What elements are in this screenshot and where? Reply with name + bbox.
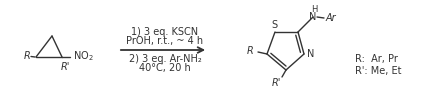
Text: R': R'	[271, 78, 281, 88]
Text: N: N	[307, 49, 315, 59]
Text: H: H	[311, 4, 317, 13]
Text: S: S	[271, 20, 277, 30]
Text: R': R'	[60, 62, 70, 72]
Text: 2) 3 eq. Ar-NH₂: 2) 3 eq. Ar-NH₂	[129, 54, 202, 64]
Text: R: R	[247, 46, 253, 56]
Text: R:  Ar, Pr: R: Ar, Pr	[355, 54, 398, 64]
Text: NO$_2$: NO$_2$	[73, 49, 93, 63]
Text: N: N	[309, 12, 317, 22]
Text: Ar: Ar	[326, 13, 336, 23]
Text: R': Me, Et: R': Me, Et	[355, 66, 401, 76]
Text: R: R	[24, 51, 30, 61]
Text: PrOH, r.t., ~ 4 h: PrOH, r.t., ~ 4 h	[126, 36, 204, 46]
Text: 1) 3 eq. KSCN: 1) 3 eq. KSCN	[131, 27, 199, 37]
Text: 40°C, 20 h: 40°C, 20 h	[139, 63, 191, 73]
